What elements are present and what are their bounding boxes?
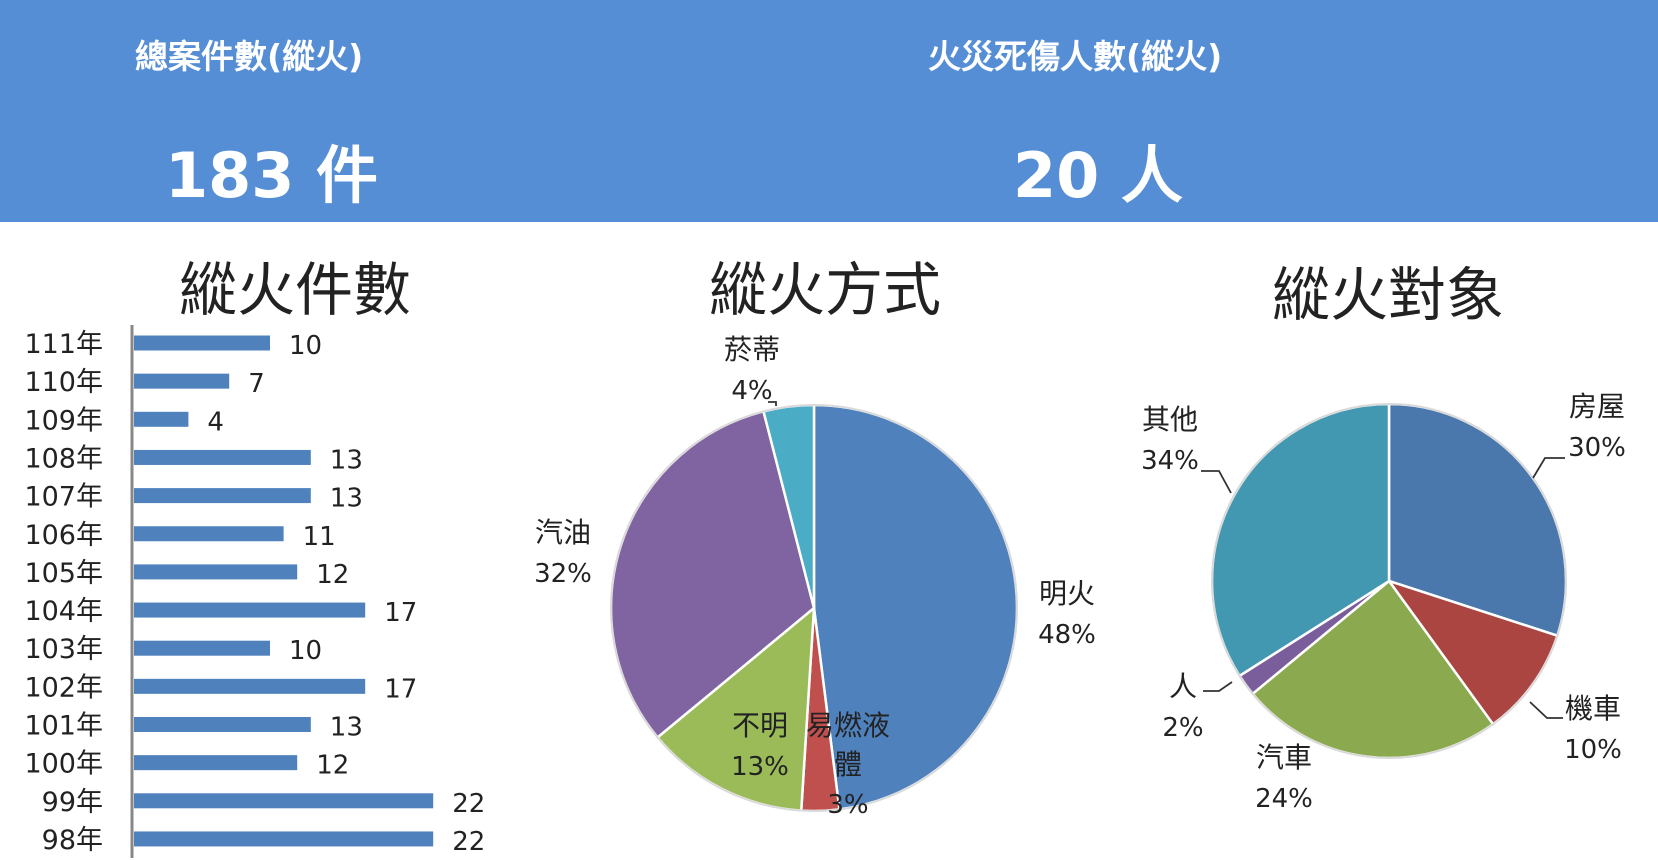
data-label: 22 [452, 827, 485, 857]
casualties-label: 火災死傷人數(縱火) [928, 37, 1223, 76]
data-label: 4 [207, 407, 224, 437]
data-label: 12 [316, 560, 349, 590]
category-label: 100年 [24, 749, 103, 780]
category-label: 106年 [24, 520, 103, 551]
pie-outline [610, 404, 1018, 812]
category-label: 103年 [24, 634, 103, 665]
slice-label: 明火 [1039, 577, 1095, 610]
pie-outline [1211, 403, 1567, 759]
slice-percent: 24% [1255, 784, 1313, 814]
slice-label: 不明 [732, 709, 788, 742]
bar [134, 793, 434, 809]
slice-percent: 32% [534, 559, 592, 589]
slice-percent: 13% [731, 752, 789, 782]
slice-label: 機車 [1565, 692, 1621, 725]
bar [134, 640, 270, 656]
chart-title: 縱火對象 [1272, 261, 1504, 329]
bar [134, 526, 284, 542]
slice-percent: 48% [1038, 620, 1096, 650]
leader-line [1532, 457, 1565, 479]
leader-line [1529, 701, 1563, 719]
category-label: 98年 [42, 825, 103, 856]
slice-label: 菸蒂 [724, 333, 780, 366]
category-label: 99年 [42, 787, 103, 818]
chart-title: 縱火方式 [709, 256, 941, 324]
slice-percent: 30% [1568, 433, 1626, 463]
slice-label: 易燃液 [806, 709, 890, 742]
category-label: 110年 [24, 367, 103, 398]
data-label: 17 [384, 598, 417, 628]
data-label: 13 [330, 445, 363, 475]
slice-percent: 34% [1141, 446, 1199, 476]
slice-percent: 4% [731, 376, 772, 406]
total-cases-value: 183 件 [165, 139, 379, 212]
bar [134, 717, 311, 732]
bar [134, 755, 298, 771]
slice-percent: 2% [1162, 713, 1203, 743]
chart-title: 縱火件數 [179, 256, 411, 324]
bar [134, 373, 230, 389]
category-label: 111年 [24, 329, 103, 360]
bar [134, 602, 366, 618]
leader-line [768, 401, 777, 406]
category-label: 102年 [24, 672, 103, 703]
summary-banner: 總案件數(縱火) 183 件 火災死傷人數(縱火) 20 人 [0, 0, 1658, 222]
arson-count-bar-chart: 縱火件數 111年 10 110年 7 109年 4 108年 13 107年 13 106年 11 10… [24, 256, 485, 858]
bar [134, 564, 298, 580]
category-label: 109年 [24, 405, 103, 436]
slice-label: 體 [834, 748, 862, 781]
bar [134, 411, 189, 427]
data-label: 13 [330, 713, 363, 743]
data-label: 12 [316, 751, 349, 781]
data-label: 10 [289, 636, 322, 666]
data-label: 22 [452, 789, 485, 819]
bar [134, 335, 270, 351]
data-label: 13 [330, 484, 363, 514]
data-label: 11 [303, 522, 336, 552]
slice-label: 其他 [1142, 403, 1198, 436]
slice-label: 人 [1169, 670, 1197, 703]
leader-line [1201, 470, 1232, 494]
bar [134, 488, 311, 504]
category-label: 108年 [24, 443, 103, 474]
category-label: 107年 [24, 482, 103, 513]
category-label: 101年 [24, 711, 103, 742]
slice-label: 汽車 [1256, 741, 1312, 774]
category-label: 105年 [24, 558, 103, 589]
slice-label: 汽油 [535, 516, 591, 549]
bar [134, 449, 311, 465]
bar [134, 831, 434, 847]
slice-percent: 10% [1564, 735, 1622, 765]
data-label: 17 [384, 674, 417, 704]
category-label: 104年 [24, 596, 103, 627]
casualties-value: 20 人 [1013, 139, 1183, 212]
slice-percent: 3% [827, 790, 868, 820]
slice-label: 房屋 [1569, 390, 1625, 423]
data-label: 10 [289, 331, 322, 361]
bar [134, 678, 366, 694]
leader-line [1203, 681, 1233, 692]
total-cases-label: 總案件數(縱火) [135, 37, 364, 76]
data-label: 7 [248, 369, 265, 399]
